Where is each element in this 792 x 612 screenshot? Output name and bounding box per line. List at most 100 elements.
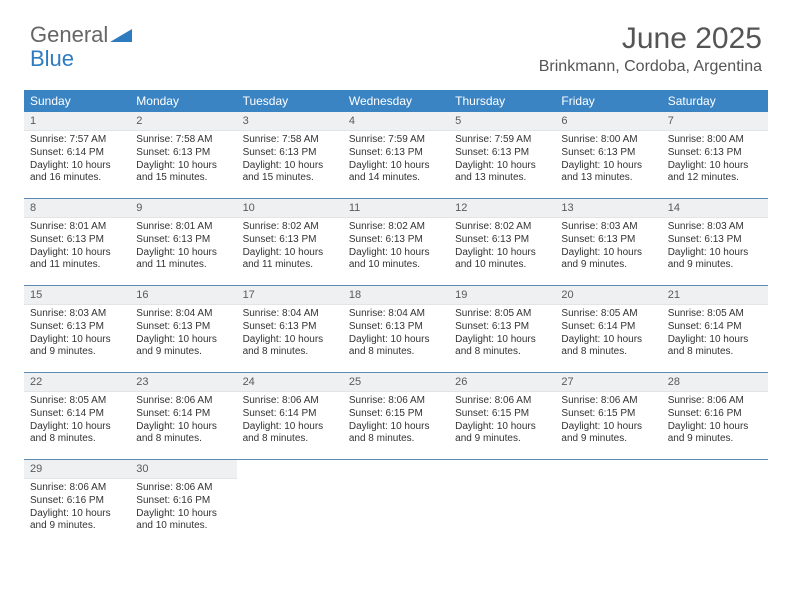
daylight-text: Daylight: 10 hours and 9 minutes. xyxy=(30,508,124,534)
daylight-text: Daylight: 10 hours and 11 minutes. xyxy=(243,247,337,273)
sunrise-text: Sunrise: 8:06 AM xyxy=(668,395,762,408)
daylight-text: Daylight: 10 hours and 9 minutes. xyxy=(561,247,655,273)
daylight-text: Daylight: 10 hours and 9 minutes. xyxy=(455,421,549,447)
calendar-day-empty xyxy=(449,460,555,546)
sunrise-text: Sunrise: 8:04 AM xyxy=(136,308,230,321)
daylight-text: Daylight: 10 hours and 14 minutes. xyxy=(349,160,443,186)
day-number: 16 xyxy=(130,286,236,305)
day-body: Sunrise: 8:04 AMSunset: 6:13 PMDaylight:… xyxy=(343,305,449,363)
brand-line2: Blue xyxy=(30,46,74,72)
day-body: Sunrise: 7:58 AMSunset: 6:13 PMDaylight:… xyxy=(237,131,343,189)
sunset-text: Sunset: 6:14 PM xyxy=(136,408,230,421)
title-block: June 2025 Brinkmann, Cordoba, Argentina xyxy=(539,22,762,76)
sunset-text: Sunset: 6:13 PM xyxy=(455,147,549,160)
day-number: 21 xyxy=(662,286,768,305)
day-number: 6 xyxy=(555,112,661,131)
day-number: 3 xyxy=(237,112,343,131)
sunrise-text: Sunrise: 8:00 AM xyxy=(668,134,762,147)
calendar-body: 1Sunrise: 7:57 AMSunset: 6:14 PMDaylight… xyxy=(24,112,768,546)
sunset-text: Sunset: 6:13 PM xyxy=(349,147,443,160)
daylight-text: Daylight: 10 hours and 12 minutes. xyxy=(668,160,762,186)
sunset-text: Sunset: 6:13 PM xyxy=(243,234,337,247)
sunset-text: Sunset: 6:13 PM xyxy=(136,147,230,160)
calendar-day-empty xyxy=(662,460,768,546)
sunset-text: Sunset: 6:14 PM xyxy=(243,408,337,421)
day-number: 28 xyxy=(662,373,768,392)
day-number: 2 xyxy=(130,112,236,131)
header: General June 2025 Brinkmann, Cordoba, Ar… xyxy=(0,0,792,86)
calendar-day: 16 Sunrise: 8:04 AMSunset: 6:13 PMDayligh… xyxy=(130,286,236,372)
sunrise-text: Sunrise: 8:02 AM xyxy=(349,221,443,234)
day-number: 9 xyxy=(130,199,236,218)
calendar-day: 21Sunrise: 8:05 AMSunset: 6:14 PMDayligh… xyxy=(662,286,768,372)
sunrise-text: Sunrise: 8:06 AM xyxy=(561,395,655,408)
day-body: Sunrise: 7:57 AMSunset: 6:14 PMDaylight:… xyxy=(24,131,130,189)
daylight-text: Daylight: 10 hours and 8 minutes. xyxy=(349,334,443,360)
calendar-day: 14Sunrise: 8:03 AMSunset: 6:13 PMDayligh… xyxy=(662,199,768,285)
daylight-text: Daylight: 10 hours and 10 minutes. xyxy=(455,247,549,273)
calendar-day: 2Sunrise: 7:58 AMSunset: 6:13 PMDaylight… xyxy=(130,112,236,198)
day-number: 12 xyxy=(449,199,555,218)
daylight-text: Daylight: 10 hours and 10 minutes. xyxy=(349,247,443,273)
day-body: Sunrise: 8:01 AMSunset: 6:13 PMDaylight:… xyxy=(24,218,130,276)
calendar-week: 8Sunrise: 8:01 AMSunset: 6:13 PMDaylight… xyxy=(24,199,768,286)
day-body: Sunrise: 8:06 AMSunset: 6:14 PMDaylight:… xyxy=(130,392,236,450)
day-body: Sunrise: 8:00 AMSunset: 6:13 PMDaylight:… xyxy=(662,131,768,189)
daylight-text: Daylight: 10 hours and 8 minutes. xyxy=(561,334,655,360)
sunset-text: Sunset: 6:16 PM xyxy=(30,495,124,508)
day-body: Sunrise: 8:02 AMSunset: 6:13 PMDaylight:… xyxy=(237,218,343,276)
daylight-text: Daylight: 10 hours and 8 minutes. xyxy=(243,421,337,447)
sunset-text: Sunset: 6:13 PM xyxy=(243,147,337,160)
sunrise-text: Sunrise: 8:02 AM xyxy=(243,221,337,234)
sunset-text: Sunset: 6:16 PM xyxy=(668,408,762,421)
day-body: Sunrise: 8:03 AMSunset: 6:13 PMDaylight:… xyxy=(555,218,661,276)
day-number: 15 xyxy=(24,286,130,305)
sunset-text: Sunset: 6:13 PM xyxy=(668,147,762,160)
calendar-day: 27Sunrise: 8:06 AMSunset: 6:15 PMDayligh… xyxy=(555,373,661,459)
weekday-header: Thursday xyxy=(449,90,555,112)
sunrise-text: Sunrise: 8:06 AM xyxy=(136,395,230,408)
daylight-text: Daylight: 10 hours and 13 minutes. xyxy=(455,160,549,186)
day-body: Sunrise: 8:05 AMSunset: 6:14 PMDaylight:… xyxy=(24,392,130,450)
day-number: 30 xyxy=(130,460,236,479)
calendar-day-empty xyxy=(237,460,343,546)
day-body: Sunrise: 7:58 AMSunset: 6:13 PMDaylight:… xyxy=(130,131,236,189)
calendar-day: 9Sunrise: 8:01 AMSunset: 6:13 PMDaylight… xyxy=(130,199,236,285)
sunset-text: Sunset: 6:13 PM xyxy=(136,321,230,334)
sunrise-text: Sunrise: 8:03 AM xyxy=(561,221,655,234)
month-title: June 2025 xyxy=(539,22,762,56)
calendar-day: 17Sunrise: 8:04 AMSunset: 6:13 PMDayligh… xyxy=(237,286,343,372)
day-body: Sunrise: 8:06 AMSunset: 6:15 PMDaylight:… xyxy=(555,392,661,450)
brand-logo: General xyxy=(30,22,132,48)
day-number: 7 xyxy=(662,112,768,131)
daylight-text: Daylight: 10 hours and 8 minutes. xyxy=(455,334,549,360)
sunset-text: Sunset: 6:15 PM xyxy=(455,408,549,421)
day-number: 29 xyxy=(24,460,130,479)
daylight-text: Daylight: 10 hours and 9 minutes. xyxy=(30,334,124,360)
daylight-text: Daylight: 10 hours and 16 minutes. xyxy=(30,160,124,186)
calendar-day: 24Sunrise: 8:06 AMSunset: 6:14 PMDayligh… xyxy=(237,373,343,459)
sunset-text: Sunset: 6:13 PM xyxy=(455,234,549,247)
sunset-text: Sunset: 6:13 PM xyxy=(455,321,549,334)
day-body: Sunrise: 8:03 AMSunset: 6:13 PMDaylight:… xyxy=(662,218,768,276)
sunrise-text: Sunrise: 8:03 AM xyxy=(30,308,124,321)
weekday-header: Monday xyxy=(130,90,236,112)
sunrise-text: Sunrise: 8:05 AM xyxy=(30,395,124,408)
day-body: Sunrise: 7:59 AMSunset: 6:13 PMDaylight:… xyxy=(343,131,449,189)
daylight-text: Daylight: 10 hours and 8 minutes. xyxy=(349,421,443,447)
sunrise-text: Sunrise: 8:05 AM xyxy=(455,308,549,321)
day-body: Sunrise: 8:06 AMSunset: 6:16 PMDaylight:… xyxy=(662,392,768,450)
sunset-text: Sunset: 6:13 PM xyxy=(30,321,124,334)
sunrise-text: Sunrise: 8:06 AM xyxy=(243,395,337,408)
brand-part2: Blue xyxy=(30,46,74,71)
daylight-text: Daylight: 10 hours and 9 minutes. xyxy=(136,334,230,360)
day-body: Sunrise: 8:05 AMSunset: 6:14 PMDaylight:… xyxy=(555,305,661,363)
calendar-day: 10Sunrise: 8:02 AMSunset: 6:13 PMDayligh… xyxy=(237,199,343,285)
calendar-day: 4Sunrise: 7:59 AMSunset: 6:13 PMDaylight… xyxy=(343,112,449,198)
calendar-day: 3Sunrise: 7:58 AMSunset: 6:13 PMDaylight… xyxy=(237,112,343,198)
daylight-text: Daylight: 10 hours and 8 minutes. xyxy=(243,334,337,360)
calendar-day: 19Sunrise: 8:05 AMSunset: 6:13 PMDayligh… xyxy=(449,286,555,372)
sunrise-text: Sunrise: 8:06 AM xyxy=(349,395,443,408)
calendar: Sunday Monday Tuesday Wednesday Thursday… xyxy=(24,90,768,546)
sunrise-text: Sunrise: 8:05 AM xyxy=(668,308,762,321)
